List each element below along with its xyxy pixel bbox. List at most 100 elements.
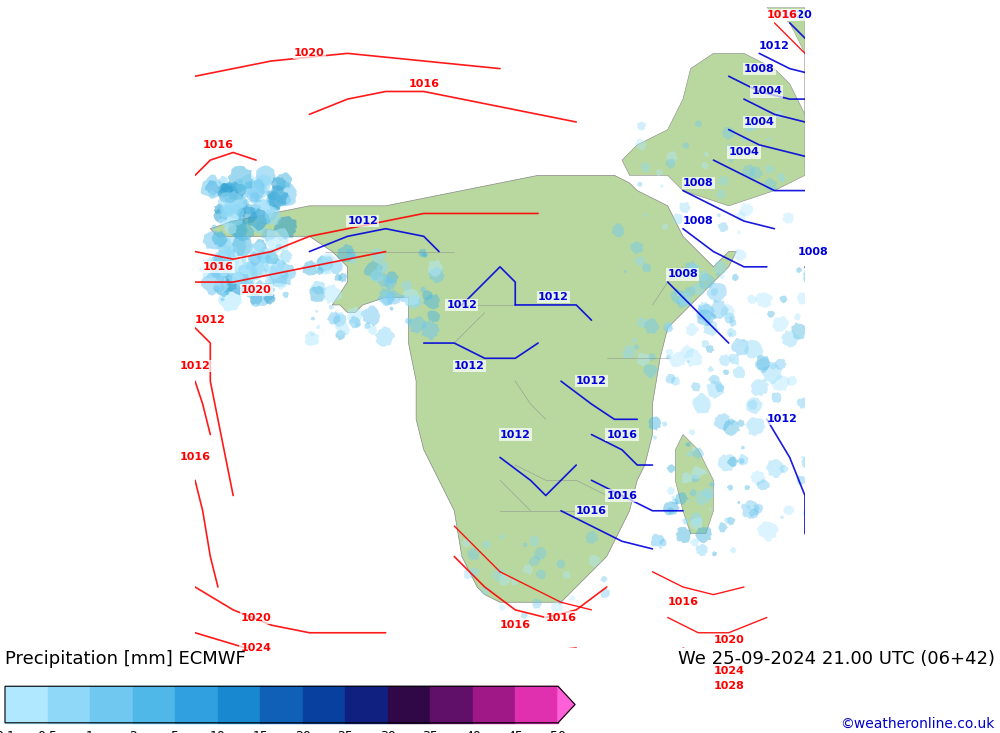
Polygon shape: [712, 184, 717, 188]
Polygon shape: [218, 218, 227, 226]
Polygon shape: [684, 349, 703, 367]
Polygon shape: [634, 257, 645, 266]
Polygon shape: [558, 686, 575, 723]
Polygon shape: [729, 354, 740, 364]
Polygon shape: [213, 249, 234, 268]
Polygon shape: [667, 487, 675, 495]
Polygon shape: [406, 295, 420, 309]
Polygon shape: [275, 278, 287, 290]
Polygon shape: [697, 125, 699, 128]
Polygon shape: [257, 250, 271, 263]
Text: 0.5: 0.5: [38, 729, 58, 733]
Polygon shape: [757, 479, 770, 490]
Polygon shape: [428, 268, 444, 284]
Text: 1012: 1012: [454, 361, 485, 371]
Polygon shape: [741, 446, 745, 449]
Polygon shape: [679, 202, 691, 213]
Polygon shape: [683, 260, 699, 277]
Polygon shape: [671, 496, 676, 501]
Polygon shape: [562, 571, 571, 579]
Polygon shape: [691, 283, 705, 295]
Text: 1016: 1016: [576, 506, 607, 516]
Polygon shape: [710, 288, 718, 296]
Polygon shape: [797, 476, 806, 485]
Polygon shape: [728, 419, 735, 425]
Polygon shape: [636, 353, 651, 366]
Text: 1012: 1012: [347, 216, 378, 226]
Polygon shape: [669, 352, 686, 367]
Polygon shape: [224, 235, 247, 258]
Polygon shape: [382, 292, 395, 306]
Polygon shape: [218, 191, 244, 218]
Polygon shape: [644, 318, 659, 334]
Polygon shape: [408, 316, 427, 334]
Polygon shape: [218, 202, 235, 218]
Polygon shape: [722, 127, 735, 140]
Polygon shape: [216, 236, 232, 252]
Polygon shape: [727, 485, 733, 491]
Polygon shape: [744, 339, 763, 358]
Polygon shape: [210, 175, 736, 603]
Polygon shape: [355, 323, 360, 328]
Polygon shape: [686, 323, 699, 336]
Polygon shape: [246, 251, 269, 276]
Text: 50: 50: [550, 729, 566, 733]
Polygon shape: [249, 262, 268, 280]
Polygon shape: [640, 162, 651, 173]
Polygon shape: [310, 332, 315, 336]
Polygon shape: [696, 304, 715, 322]
Polygon shape: [766, 460, 785, 478]
Polygon shape: [783, 505, 794, 515]
Text: 1020: 1020: [294, 48, 325, 59]
Polygon shape: [250, 192, 261, 202]
Polygon shape: [337, 244, 356, 262]
Text: 2: 2: [129, 729, 137, 733]
Polygon shape: [403, 290, 420, 305]
Polygon shape: [666, 355, 671, 360]
Polygon shape: [377, 287, 395, 306]
Polygon shape: [467, 548, 480, 560]
Polygon shape: [709, 494, 714, 499]
Polygon shape: [682, 142, 689, 149]
Polygon shape: [772, 375, 789, 391]
Polygon shape: [213, 208, 227, 224]
Text: 20: 20: [295, 729, 311, 733]
Text: We 25-09-2024 21.00 UTC (06+42): We 25-09-2024 21.00 UTC (06+42): [678, 649, 995, 668]
Polygon shape: [266, 191, 284, 210]
Polygon shape: [714, 413, 730, 431]
Polygon shape: [238, 179, 243, 183]
Polygon shape: [682, 518, 688, 525]
Polygon shape: [695, 120, 702, 127]
Polygon shape: [742, 136, 748, 141]
Polygon shape: [637, 317, 648, 328]
Polygon shape: [266, 196, 275, 205]
Polygon shape: [631, 241, 644, 254]
Polygon shape: [796, 267, 802, 273]
Polygon shape: [223, 206, 234, 216]
Text: 1016: 1016: [408, 79, 439, 89]
Bar: [175, 686, 218, 723]
Polygon shape: [329, 304, 334, 309]
Polygon shape: [250, 199, 277, 224]
Polygon shape: [698, 301, 711, 315]
Polygon shape: [653, 435, 657, 440]
Polygon shape: [330, 262, 343, 274]
Polygon shape: [746, 417, 766, 437]
Polygon shape: [214, 204, 224, 214]
Polygon shape: [802, 502, 824, 523]
Polygon shape: [733, 366, 745, 378]
Polygon shape: [637, 182, 643, 187]
Polygon shape: [236, 208, 246, 218]
Bar: [388, 686, 430, 723]
Polygon shape: [780, 515, 784, 519]
Polygon shape: [755, 292, 773, 308]
Polygon shape: [212, 231, 227, 247]
Polygon shape: [250, 292, 262, 305]
Polygon shape: [230, 265, 253, 286]
Polygon shape: [227, 246, 238, 254]
Polygon shape: [217, 204, 244, 228]
Polygon shape: [751, 379, 769, 397]
Polygon shape: [253, 174, 272, 194]
Polygon shape: [757, 521, 779, 542]
Polygon shape: [691, 474, 699, 483]
